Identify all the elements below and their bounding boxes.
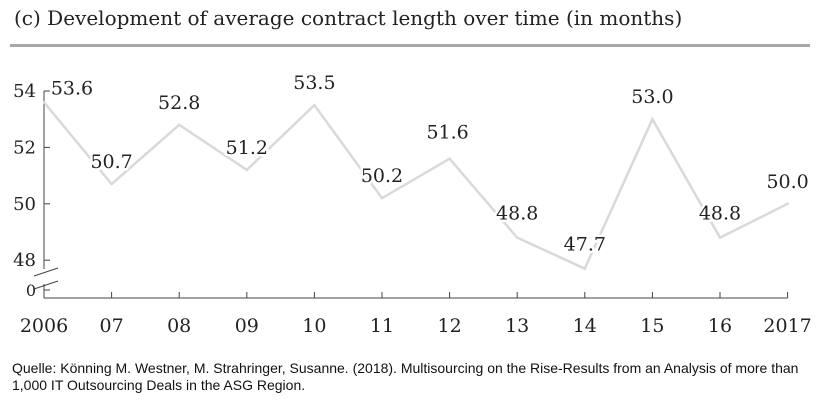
data-label: 50.0 (766, 171, 808, 193)
y-tick-label: 50 (13, 194, 36, 215)
x-tick-label: 10 (302, 315, 326, 337)
x-tick-label: 09 (235, 315, 259, 337)
x-tick-label: 15 (640, 315, 664, 337)
data-label: 53.0 (631, 86, 673, 108)
data-point (651, 117, 654, 121)
x-tick-label: 13 (505, 315, 529, 337)
data-label: 50.2 (361, 165, 403, 187)
x-tick-label: 2006 (20, 315, 68, 337)
data-point (245, 168, 249, 172)
y-tick-label: 54 (13, 81, 36, 102)
x-tick-label: 07 (100, 315, 124, 337)
data-label: 53.5 (293, 72, 335, 94)
x-tick-label: 16 (708, 315, 732, 337)
data-point (380, 196, 384, 200)
data-point (786, 202, 789, 206)
data-point (515, 236, 519, 239)
x-tick-label: 08 (167, 315, 191, 337)
y-tick-label: 0 (26, 281, 36, 300)
source-citation: Quelle: Könning M. Westner, M. Strahring… (12, 360, 799, 393)
axis-break-mark (33, 280, 59, 290)
data-label: 47.7 (564, 234, 606, 256)
chart-title: (c) Development of average contract leng… (14, 6, 683, 30)
y-tick-label: 52 (13, 137, 36, 158)
data-label: 48.8 (699, 203, 741, 225)
x-tick-label: 2017 (763, 315, 811, 337)
x-tick-label: 12 (438, 315, 462, 337)
data-point (583, 267, 587, 270)
series-line (43, 101, 789, 271)
data-point (313, 103, 316, 107)
x-tick-label: 14 (573, 315, 597, 337)
data-point (110, 182, 113, 186)
data-label: 52.8 (158, 92, 200, 114)
x-tick-label: 11 (370, 315, 394, 337)
title-divider (10, 44, 810, 47)
line-chart: 54 52 50 48 0 2006 07 08 09 10 11 12 13 14 15 16 2017 53.… (13, 70, 812, 337)
data-point (177, 123, 181, 127)
data-label: 53.6 (51, 77, 93, 99)
data-point (448, 157, 451, 160)
data-label: 48.8 (496, 203, 538, 225)
data-label: 50.7 (90, 151, 132, 173)
axis-break-mark (33, 267, 59, 277)
data-point (718, 236, 722, 239)
data-point (42, 100, 46, 104)
data-label: 51.2 (226, 137, 268, 159)
data-label: 51.6 (426, 122, 468, 144)
y-tick-label: 48 (13, 250, 36, 271)
